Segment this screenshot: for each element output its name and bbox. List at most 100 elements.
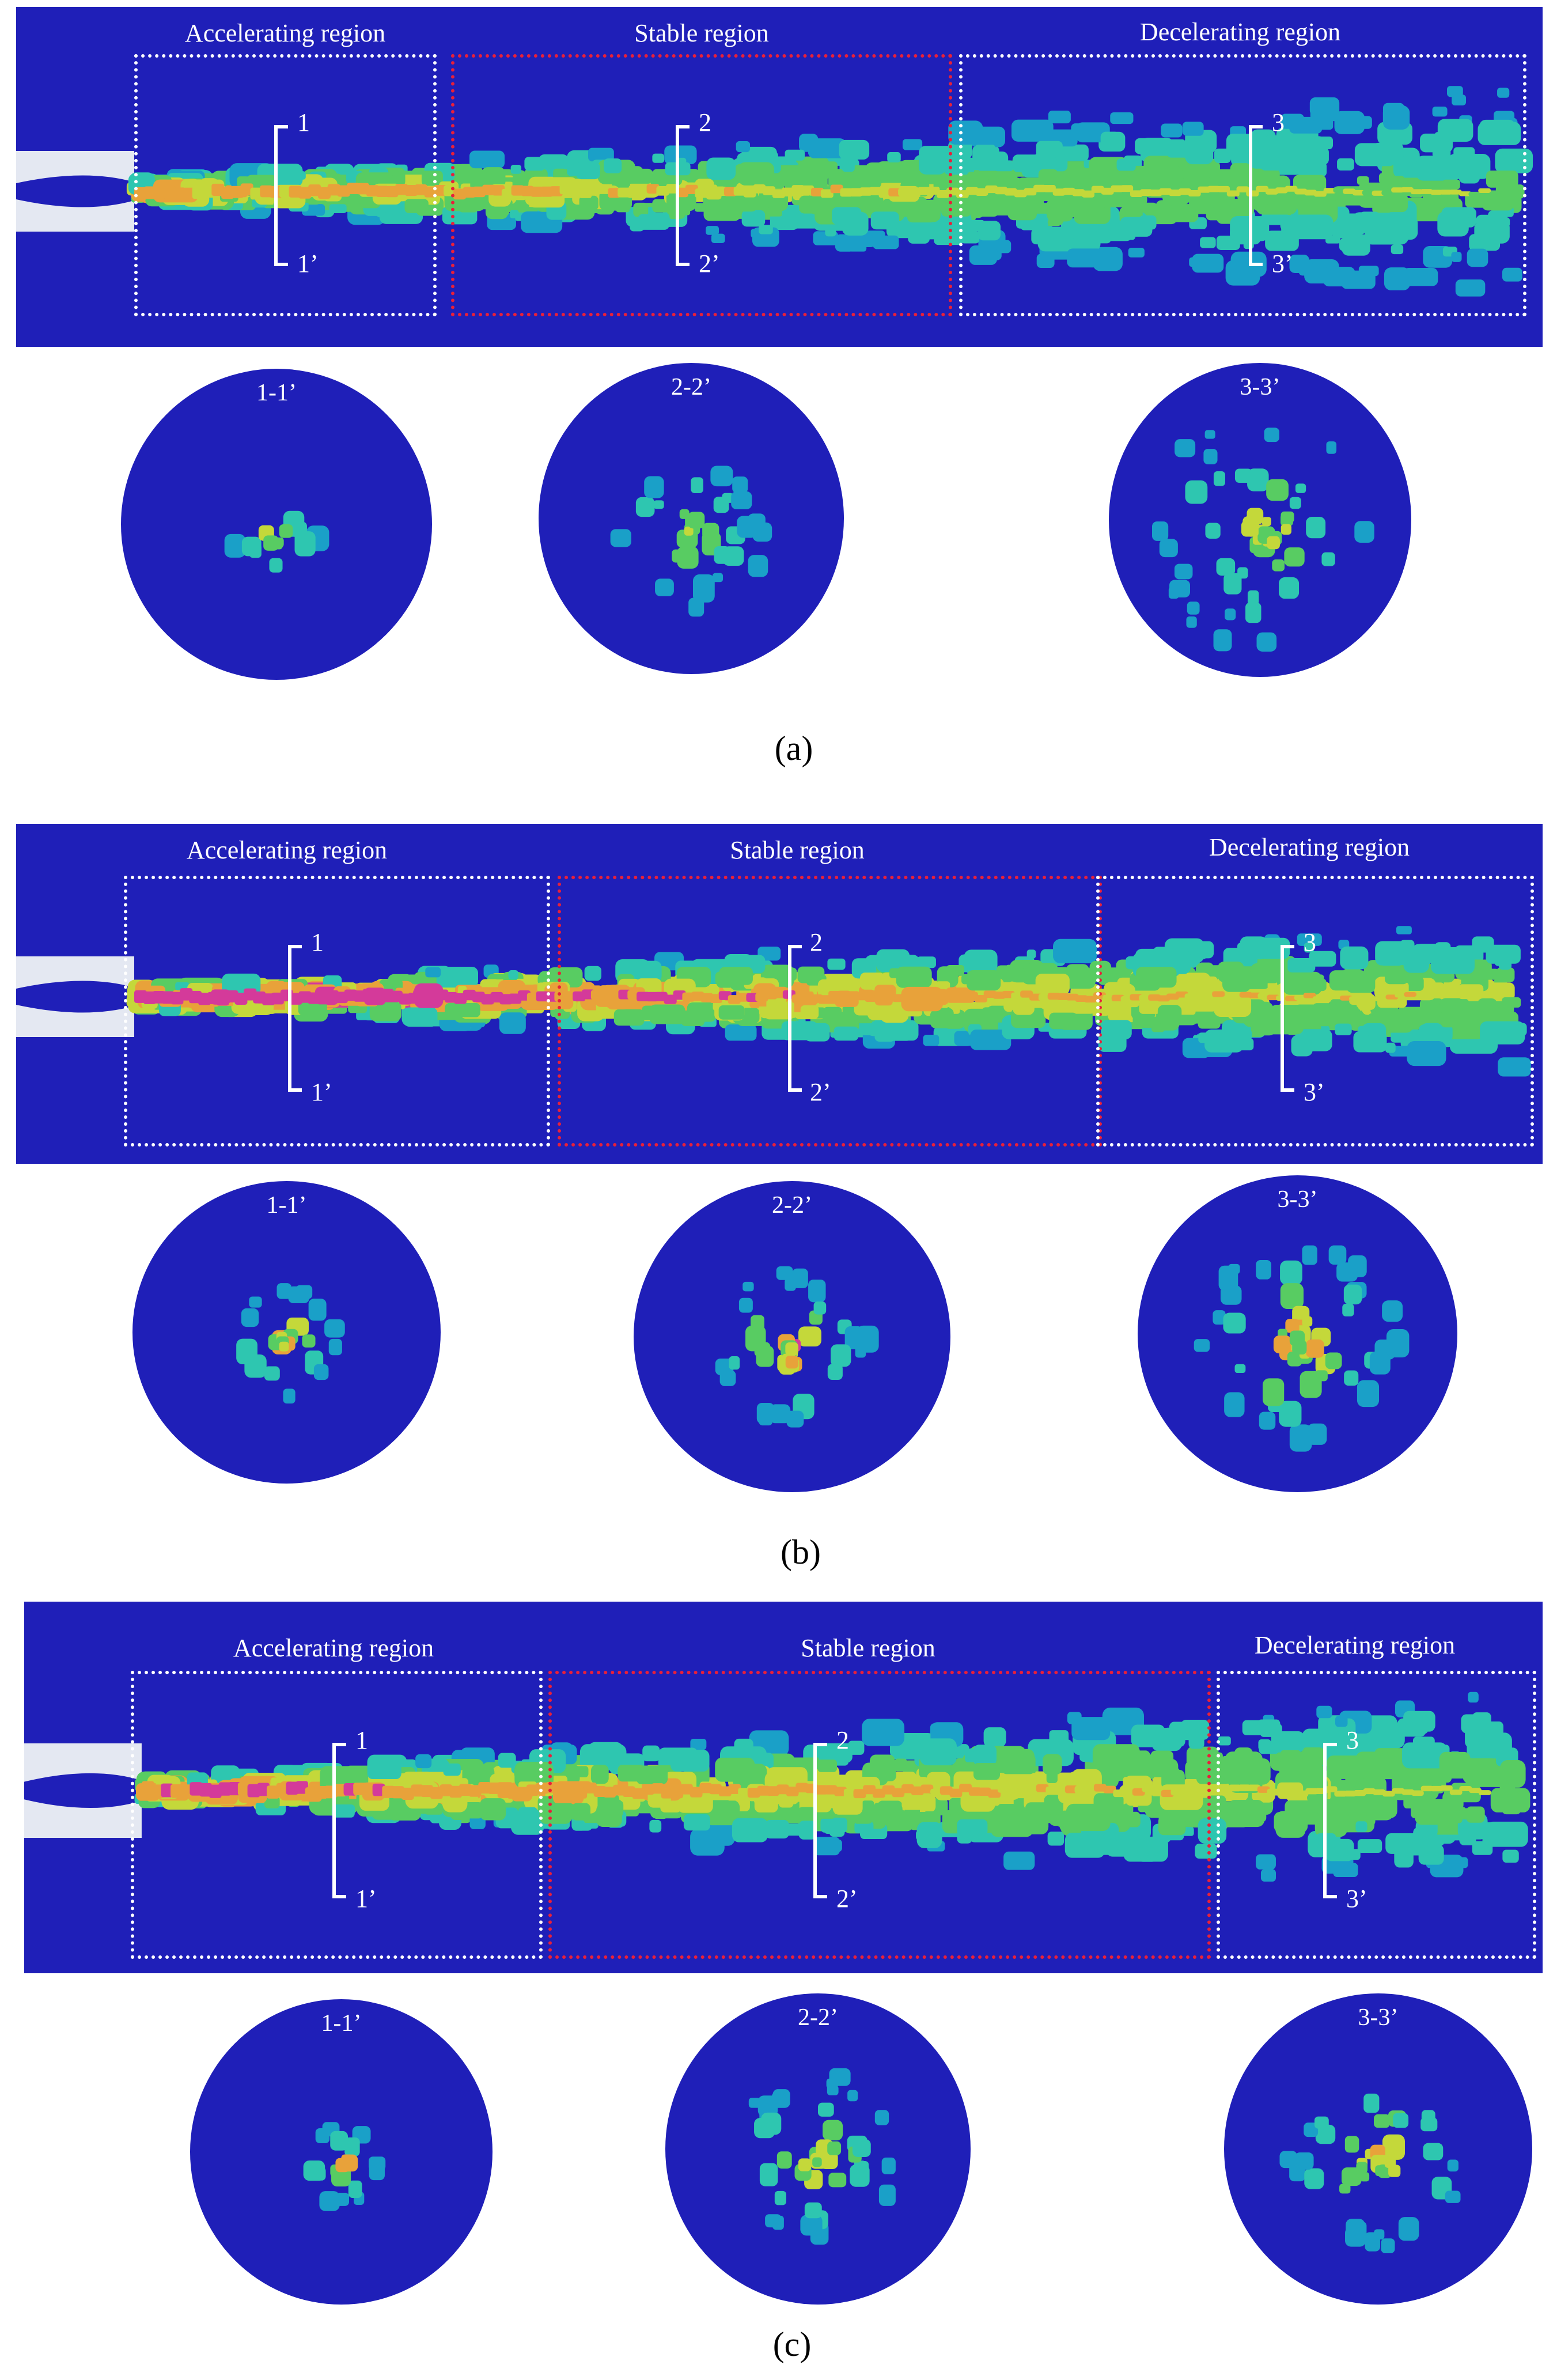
jet-contour-blob (1447, 153, 1491, 179)
marker-3-prime: 3’ (1346, 1885, 1367, 1913)
jet-core-segment (405, 184, 418, 196)
jet-contour-blob (965, 220, 986, 232)
jet-contour-blob (839, 139, 870, 160)
section-contour-blob (241, 1308, 259, 1327)
jet-contour-blob (1096, 229, 1111, 244)
section-contour-blob (881, 2157, 896, 2174)
accelerating-region-label: Accelerating region (186, 836, 388, 864)
jet-contour-blob (1451, 252, 1462, 262)
jet-contour-blob (1169, 204, 1198, 222)
section-label-2: 2-2’ (798, 2004, 838, 2031)
jet-core-segment (569, 184, 582, 194)
section-label-3: 3-3’ (1277, 1186, 1318, 1213)
jet-contour-blob (1185, 141, 1214, 165)
jet-core-segment (985, 185, 998, 194)
jet-core-segment (1313, 191, 1327, 197)
jet-contour-blob (736, 141, 751, 153)
section-contour-blob (831, 1344, 851, 1367)
jet-core-segment (298, 187, 312, 199)
jet-core-segment (1101, 187, 1114, 195)
section-contour-blob (610, 529, 631, 547)
section-contour-blob (776, 2151, 792, 2169)
section-contour-blob (737, 516, 757, 538)
panel-c: Accelerating region Stable region Decele… (0, 1596, 1557, 2380)
jet-core-segment (1391, 187, 1404, 193)
jet-core-segment (1294, 188, 1308, 195)
section-contour-blob (1175, 439, 1196, 457)
section-contour-blob (1279, 577, 1300, 599)
jet-contour-blob (469, 150, 505, 169)
jet-core-segment (337, 185, 350, 197)
jet-contour-blob (1486, 170, 1518, 188)
jet-core-segment (1024, 188, 1037, 196)
jet-contour-blob (553, 168, 567, 180)
jet-core-segment (1468, 191, 1482, 197)
jet-contour-blob (666, 189, 696, 211)
section-contour-blob (1374, 2114, 1390, 2128)
stable-region-label: Stable region (730, 836, 865, 864)
jet-core-segment (1372, 190, 1385, 196)
jet-contour-blob (1053, 939, 1097, 964)
section-contour-blob (1300, 1371, 1322, 1398)
jet-contour-blob (741, 210, 766, 227)
section-core-blob (1375, 2165, 1386, 2177)
jet-core-segment (463, 187, 476, 198)
section-contour-blob (712, 573, 723, 582)
stable-region-box (548, 1671, 1211, 1959)
section-contour-blob (1284, 547, 1305, 567)
jet-core-segment (472, 186, 486, 198)
jet-contour-blob (1342, 234, 1370, 256)
jet-core-segment (1333, 187, 1346, 193)
jet-contour-b (16, 926, 1531, 1077)
jet-core-segment (1362, 190, 1375, 196)
section-contour-blob (798, 1326, 821, 1347)
jet-contour-blob (652, 153, 665, 163)
section-contour-blob (369, 2159, 385, 2181)
jet-core-segment (1458, 191, 1472, 196)
section-contour-blob (324, 1319, 345, 1338)
section-contour-blob (692, 574, 715, 603)
section-contour-blob (1339, 2184, 1351, 2194)
jet-core-segment (173, 187, 186, 200)
section-contour-blob (1224, 1392, 1245, 1417)
jet-core-segment (1198, 186, 1211, 193)
jet-contour-blob (1348, 116, 1372, 129)
jet-core-segment (1072, 189, 1085, 196)
cross-section-contour (715, 1266, 879, 1428)
section-contour-blob (1302, 1245, 1317, 1265)
section-contour-blob (1256, 1259, 1271, 1280)
jet-contour-blob (1200, 237, 1216, 248)
jet-contour-strip-a: Accelerating region Stable region Decele… (16, 7, 1543, 347)
jet-core-segment (153, 186, 166, 199)
jet-core-segment (414, 184, 427, 196)
section-core-blob (1281, 524, 1291, 535)
jet-contour-blob (1048, 111, 1071, 124)
jet-core-segment (501, 188, 514, 200)
section-core-blob (1262, 517, 1271, 527)
section-contour-blob (1447, 2159, 1458, 2172)
section-contour-blob (309, 2167, 326, 2181)
section-core-blob (785, 1342, 798, 1356)
jet-contour-blob (902, 139, 923, 150)
jet-core-segment (1043, 184, 1056, 192)
jet-core-segment (1217, 186, 1230, 192)
jet-core-segment (1207, 186, 1221, 192)
jet-contour-blob (1447, 86, 1463, 97)
jet-contour-blob (1479, 119, 1516, 141)
section-contour-blob (1328, 1245, 1347, 1265)
jet-core-segment (202, 183, 215, 195)
jet-contour-blob (1037, 226, 1075, 252)
section-contour-blob (804, 2202, 822, 2219)
jet-contour-blob (1135, 138, 1153, 154)
jet-core-segment (695, 188, 708, 198)
section-contour-blob (1213, 471, 1225, 486)
section-contour-blob (1187, 601, 1200, 615)
section-contour-blob (328, 1338, 342, 1356)
section-contour-blob (774, 2190, 786, 2205)
jet-core-segment (1149, 190, 1162, 196)
section-contour-blob (852, 2139, 871, 2157)
jet-core-segment (850, 188, 863, 197)
jet-contour-blob (1357, 176, 1369, 185)
section-contour-blob (722, 493, 734, 503)
section-label-1: 1-1’ (266, 1192, 307, 1219)
